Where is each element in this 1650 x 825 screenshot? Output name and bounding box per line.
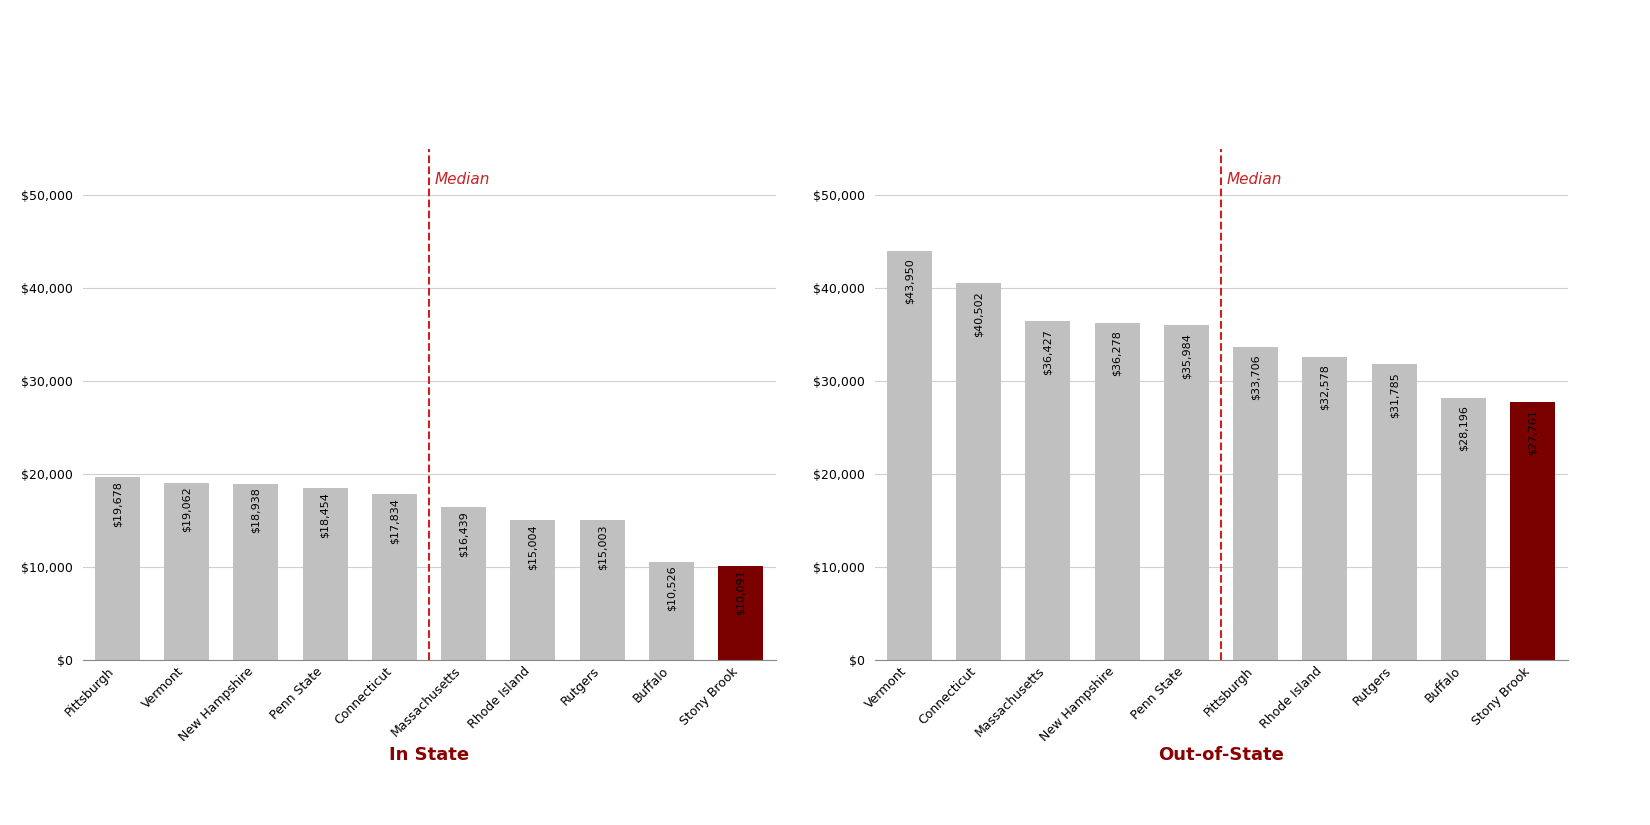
Bar — [441, 507, 487, 660]
Bar — [1440, 398, 1487, 660]
Text: $27,761: $27,761 — [1528, 409, 1538, 455]
Text: $15,003: $15,003 — [597, 524, 607, 570]
Bar — [886, 252, 932, 660]
Text: $36,427: $36,427 — [1043, 328, 1053, 375]
Text: $35,984: $35,984 — [1181, 332, 1191, 379]
Text: $40,502: $40,502 — [974, 290, 983, 337]
Text: $19,678: $19,678 — [112, 481, 122, 526]
Bar — [163, 483, 210, 660]
Bar — [1025, 321, 1071, 660]
Text: $15,004: $15,004 — [528, 524, 538, 570]
Text: Median: Median — [434, 172, 490, 186]
Bar — [718, 566, 764, 660]
Bar — [1302, 357, 1348, 660]
Text: Undergraduate Tuition & Required Fees / Major Public Research Universities North: Undergraduate Tuition & Required Fees / … — [226, 27, 1424, 47]
Bar — [302, 488, 348, 660]
Bar — [1371, 365, 1417, 660]
Text: $31,785: $31,785 — [1389, 372, 1399, 417]
Text: In State: In State — [389, 746, 469, 764]
Text: $16,439: $16,439 — [459, 511, 469, 557]
Text: $19,062: $19,062 — [182, 487, 191, 532]
Text: $10,091: $10,091 — [736, 570, 746, 615]
Text: Out-of-State: Out-of-State — [1158, 746, 1284, 764]
Bar — [1094, 323, 1140, 660]
Text: Median: Median — [1226, 172, 1282, 186]
Text: $32,578: $32,578 — [1320, 365, 1330, 410]
Text: $33,706: $33,706 — [1251, 354, 1261, 399]
Bar — [233, 484, 279, 660]
Bar — [510, 521, 556, 660]
Bar — [1233, 346, 1279, 660]
Text: $28,196: $28,196 — [1459, 405, 1468, 451]
Text: $18,454: $18,454 — [320, 492, 330, 538]
Text: $36,278: $36,278 — [1112, 330, 1122, 376]
Bar — [1510, 402, 1556, 660]
Bar — [648, 562, 695, 660]
Bar — [94, 477, 140, 660]
Text: $18,938: $18,938 — [251, 488, 261, 534]
Bar — [955, 283, 1002, 660]
Text: $43,950: $43,950 — [904, 259, 914, 304]
Bar — [579, 521, 625, 660]
Text: $10,526: $10,526 — [667, 566, 676, 611]
Bar — [1163, 325, 1209, 660]
Text: $17,834: $17,834 — [389, 497, 399, 544]
Bar — [371, 494, 417, 660]
